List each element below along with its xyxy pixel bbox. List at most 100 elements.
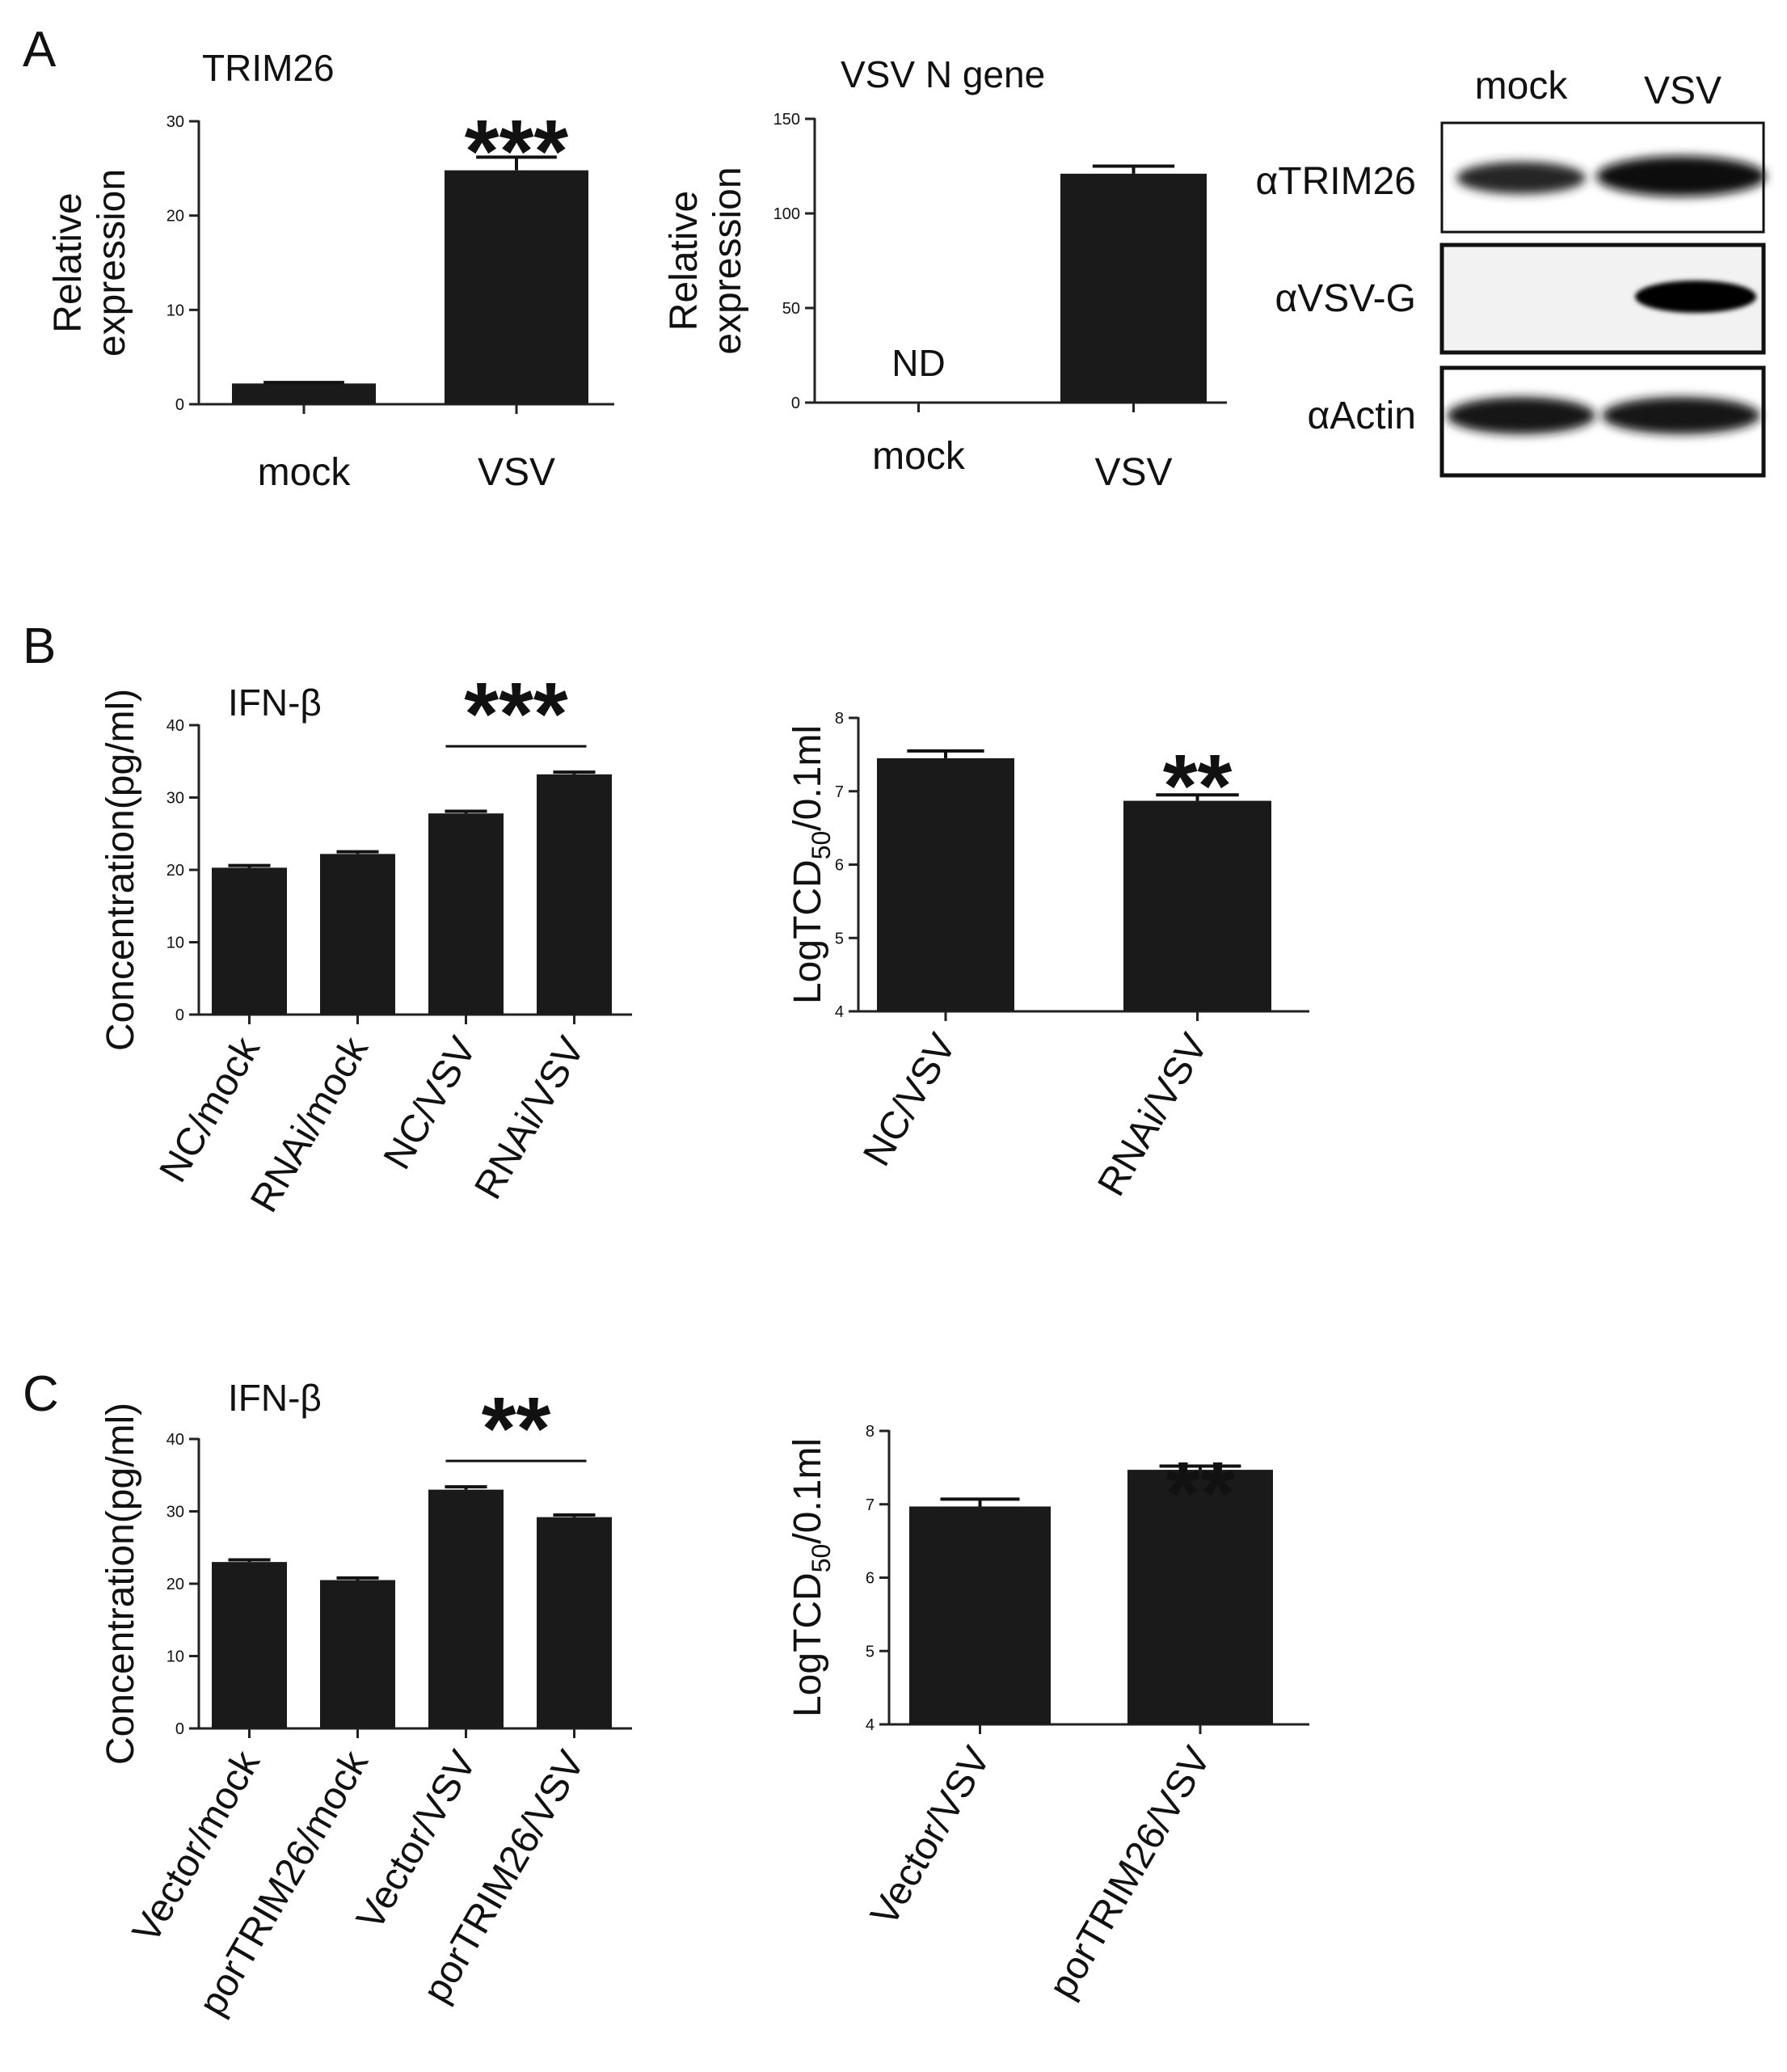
y-tick-label: 4 (866, 1716, 875, 1734)
blot-lane-label: VSV (1644, 70, 1722, 112)
y-tick-label: 20 (166, 208, 184, 226)
y-tick-label: 100 (773, 205, 800, 223)
blot-band (1596, 156, 1766, 196)
blot-band (1602, 397, 1760, 434)
y-tick-label: 5 (835, 930, 844, 947)
x-tick-label: NC/VSV (855, 1027, 964, 1173)
blot-lane-label: mock (1475, 65, 1569, 108)
error-bar (445, 1485, 487, 1490)
x-tick-label: VSV (478, 451, 555, 494)
y-tick-label: 10 (166, 1648, 184, 1666)
y-tick-label: 6 (866, 1570, 875, 1588)
y-tick-label: 10 (166, 935, 184, 952)
chart-ifn-beta-overexpression: 010203040IFN-βConcentration(pg/ml)Vector… (99, 1377, 632, 2023)
bar (909, 1506, 1051, 1724)
y-tick-label: 30 (166, 1504, 184, 1521)
bar (212, 867, 287, 1015)
y-axis-title: Relativeexpression (663, 167, 749, 354)
y-tick-label: 40 (166, 717, 184, 735)
blot-band (1635, 281, 1756, 313)
significance-stars: *** (464, 665, 568, 764)
y-tick-label: 4 (835, 1003, 844, 1021)
y-tick-label: 20 (166, 1576, 184, 1593)
y-tick-label: 20 (166, 862, 184, 880)
significance-stars: ** (1163, 736, 1233, 836)
chart-title: IFN-β (228, 682, 322, 724)
y-axis-title: Concentration(pg/ml) (99, 1403, 142, 1765)
bar (428, 813, 504, 1015)
chart-trim26-expression: 0 10 20 30 TRIM26 Relativeexpression mock VSV **… (47, 47, 614, 494)
error-bar (228, 1558, 271, 1563)
y-tick-label: 6 (835, 857, 844, 875)
y-tick-label: 8 (835, 710, 844, 728)
bar (1127, 1470, 1273, 1724)
bar (1123, 800, 1271, 1011)
y-axis-title: Relativeexpression (47, 169, 133, 357)
x-tick-label: porTRIM26/VSV (1041, 1740, 1220, 2006)
y-tick-label: 50 (782, 300, 800, 318)
chart-title: VSV N gene (841, 53, 1045, 95)
error-bar (1092, 164, 1175, 174)
significance-stars: *** (465, 102, 569, 201)
significance-stars: ** (482, 1379, 551, 1479)
bar (1060, 173, 1207, 403)
bar (537, 1517, 612, 1728)
blot-band (1456, 162, 1586, 194)
x-tick-label: VSV (1094, 451, 1172, 494)
y-tick-label: 150 (773, 111, 800, 129)
x-tick-label: mock (872, 435, 966, 478)
x-tick-label: RNAi/VSV (1089, 1027, 1216, 1203)
panel-label-a: A (23, 22, 57, 78)
y-axis-title: LogTCD50/0.1ml (786, 1438, 836, 1717)
blot-row-label: αTRIM26 (1256, 160, 1416, 203)
significance-stars: ** (1165, 1444, 1235, 1543)
chart-title: IFN-β (228, 1377, 322, 1419)
bar (428, 1489, 504, 1728)
y-tick-label: 7 (835, 783, 844, 801)
error-bar (1156, 793, 1239, 801)
error-bar (553, 770, 596, 774)
x-tick-label: mock (258, 451, 352, 494)
x-tick-label: RNAi/VSV (466, 1030, 593, 1206)
error-bar (940, 1497, 1020, 1507)
bar (320, 1580, 395, 1728)
western-blot: mock VSV αTRIM26 αVSV-G αActin (1256, 65, 1766, 478)
y-tick-label: 30 (166, 790, 184, 808)
panel-label-b: B (23, 618, 56, 674)
chart-ifn-beta-rnai: 0 10 20 30 40 IFN-β Concentration(pg/ml)NC/moc… (99, 665, 632, 1219)
annotation-nd: ND (891, 342, 945, 384)
bar (232, 383, 376, 404)
bar (212, 1562, 287, 1728)
bar (537, 774, 612, 1015)
chart-vsv-n-gene-expression: 0 50 100 150 VSV N gene Relativeexpression moc… (663, 53, 1227, 494)
y-tick-label: 0 (175, 396, 184, 414)
blot-row-label: αActin (1308, 395, 1416, 437)
x-tick-label: NC/VSV (376, 1030, 485, 1176)
y-tick-label: 8 (866, 1423, 875, 1441)
blot-band (1447, 397, 1595, 434)
bar (445, 170, 588, 404)
x-tick-label: Vector/VSV (862, 1740, 999, 1933)
y-axis-title: LogTCD50/0.1ml (786, 725, 836, 1004)
y-tick-label: 0 (175, 1006, 184, 1024)
y-tick-label: 40 (166, 1431, 184, 1449)
blot-row-label: αVSV-G (1275, 277, 1416, 320)
error-bar (476, 155, 557, 171)
y-tick-label: 0 (175, 1720, 184, 1738)
y-tick-label: 30 (166, 113, 184, 131)
error-bar (445, 809, 487, 814)
x-tick-label: NC/mock (151, 1029, 268, 1189)
y-tick-label: 5 (866, 1643, 875, 1661)
bar (877, 757, 1014, 1011)
error-bar (228, 863, 271, 868)
error-bar (336, 1576, 379, 1580)
panel-label-c: C (23, 1366, 59, 1422)
error-bar (553, 1513, 596, 1517)
y-tick-label: 7 (866, 1496, 875, 1514)
y-tick-label: 10 (166, 302, 184, 319)
error-bar (1159, 1464, 1241, 1471)
bar (320, 854, 395, 1015)
chart-tcid50-overexpression: 4 5 6 7 8 LogTCD50/0.1ml Vector/VSV porTRIM26/V… (786, 1423, 1309, 2006)
